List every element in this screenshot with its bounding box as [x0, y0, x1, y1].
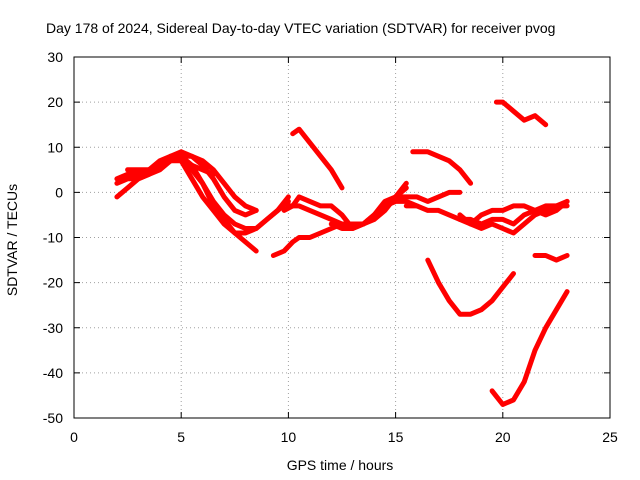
x-tick-label: 20 [495, 429, 511, 445]
x-tick-label: 5 [177, 429, 185, 445]
x-tick-label: 15 [388, 429, 404, 445]
series-arc18 [532, 253, 570, 263]
series-arc16 [425, 257, 516, 317]
x-tick-label: 0 [70, 429, 78, 445]
series-arc9 [285, 198, 420, 227]
series-layer [114, 99, 570, 407]
y-tick-label: -50 [43, 410, 63, 426]
series-arc5 [146, 149, 259, 218]
x-axis: 0 5 10 15 20 25 [70, 57, 618, 445]
series-arc14 [457, 203, 570, 236]
y-tick-label: -30 [43, 320, 63, 336]
y-tick-label: -10 [43, 230, 63, 246]
y-tick-label: -20 [43, 275, 63, 291]
series-arc17 [493, 99, 549, 128]
x-tick-label: 10 [281, 429, 297, 445]
series-arc6 [157, 153, 259, 213]
series-arc13 [403, 198, 570, 227]
grid [74, 57, 610, 418]
chart-title: Day 178 of 2024, Sidereal Day-to-day VTE… [46, 20, 555, 36]
y-tick-label: 0 [55, 184, 63, 200]
series-arc11 [328, 189, 463, 231]
series-arc10 [281, 185, 409, 231]
y-axis: -50 -40 -30 -20 -10 0 10 20 30 [43, 49, 610, 426]
series-arc19 [489, 289, 570, 407]
y-tick-label: 30 [47, 49, 63, 65]
series-arc12 [410, 149, 474, 186]
series-arc7 [290, 126, 345, 191]
y-axis-label: SDTVAR / TECUs [4, 184, 20, 296]
x-tick-label: 25 [602, 429, 618, 445]
x-axis-label: GPS time / hours [287, 457, 394, 473]
y-tick-label: -40 [43, 365, 63, 381]
y-tick-label: 20 [47, 94, 63, 110]
series-arc15 [457, 198, 570, 227]
series-arc8 [270, 180, 409, 258]
y-tick-label: 10 [47, 139, 63, 155]
